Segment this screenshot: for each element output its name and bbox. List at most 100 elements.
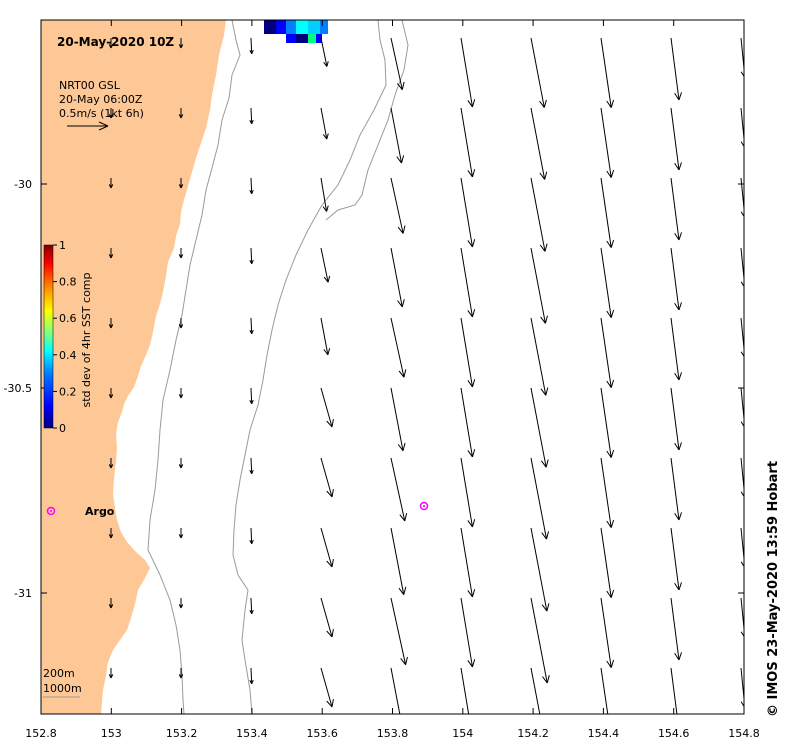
current-arrow: [249, 387, 254, 404]
current-arrow: [108, 318, 114, 329]
current-arrow: [390, 37, 405, 90]
current-arrow: [460, 527, 476, 598]
current-arrow: [670, 247, 682, 311]
current-arrow: [178, 248, 184, 259]
current-arrow: [530, 317, 549, 396]
x-tick-label: 154.6: [658, 727, 690, 740]
map-title: 20-May-2020 10Z: [57, 35, 174, 49]
current-arrow: [670, 177, 682, 241]
current-arrow: [390, 107, 405, 164]
current-arrow: [178, 528, 184, 539]
current-arrow: [178, 598, 184, 609]
current-arrow: [320, 527, 334, 568]
current-arrow: [108, 668, 114, 679]
argo-marker-coast[interactable]: [46, 506, 56, 516]
current-arrow: [320, 177, 329, 212]
current-arrow: [249, 527, 254, 544]
contour-outer: [325, 20, 409, 221]
current-arrow: [530, 667, 541, 714]
x-tick-label: 153.6: [306, 727, 338, 740]
current-arrow: [460, 597, 476, 668]
current-arrow: [530, 37, 547, 108]
current-arrow: [108, 248, 114, 259]
current-arrow: [530, 387, 549, 468]
x-tick-label: 154.2: [517, 727, 549, 740]
current-arrow: [460, 387, 476, 458]
current-arrow: [670, 37, 682, 101]
current-arrow: [108, 528, 114, 539]
x-tick-label: 154.4: [588, 727, 620, 740]
depth-legend-1000m: 1000m: [43, 682, 82, 695]
current-arrow: [670, 527, 682, 591]
current-arrow: [670, 387, 682, 451]
current-arrow: [178, 318, 184, 329]
x-tick-label: 154.8: [728, 727, 760, 740]
argo-label: Argo: [85, 505, 115, 518]
land-mass: [41, 20, 226, 714]
legend-line-2: 20-May 06:00Z: [59, 93, 143, 106]
current-arrow: [740, 597, 744, 638]
imos-credit: © IMOS 23-May-2020 13:59 Hobart: [766, 461, 781, 717]
current-arrow: [740, 37, 744, 78]
current-arrow: [390, 667, 401, 714]
current-arrow: [600, 247, 615, 318]
current-arrow: [178, 38, 184, 49]
current-arrow: [390, 317, 407, 378]
current-arrow: [178, 668, 184, 679]
current-arrow: [390, 177, 406, 234]
current-arrow: [320, 317, 331, 356]
current-arrow: [530, 527, 550, 612]
current-arrow: [108, 458, 114, 469]
y-tick-label: -30: [14, 178, 32, 191]
legend-line-3: 0.5m/s (1kt 6h): [59, 107, 144, 120]
x-tick-label: 153.2: [166, 727, 198, 740]
current-arrow: [740, 667, 744, 708]
y-axis: -30 -30.5 -31: [4, 178, 744, 600]
current-arrow: [249, 37, 254, 54]
current-arrow: [390, 247, 405, 308]
colorbar: 1 0.8 0.6 0.4 0.2 0 std dev of 4hr SST comp: [43, 239, 93, 435]
current-arrow: [108, 178, 114, 189]
current-arrow: [460, 177, 476, 248]
current-arrow: [249, 177, 254, 194]
colorbar-tick-label: 0.8: [59, 276, 77, 289]
argo-marker-offshore[interactable]: [419, 501, 429, 511]
current-arrow: [740, 107, 744, 148]
depth-legend-200m: 200m: [43, 667, 75, 680]
legend-line-1: NRT00 GSL: [59, 79, 121, 92]
sst-patch: [264, 20, 328, 43]
current-arrow: [249, 317, 254, 334]
scale-arrow: [67, 121, 109, 131]
current-arrow: [390, 527, 407, 595]
x-tick-label: 153.8: [377, 727, 409, 740]
colorbar-tick-label: 0.2: [59, 385, 77, 398]
current-arrow: [320, 387, 334, 428]
current-arrow: [600, 387, 615, 458]
colorbar-ramp: [43, 244, 54, 429]
x-tick-label: 153.4: [236, 727, 268, 740]
x-tick-label: 153: [101, 727, 122, 740]
current-arrow: [320, 597, 334, 638]
current-arrow: [249, 247, 254, 264]
current-arrow: [670, 457, 682, 521]
current-vectors: [108, 37, 744, 714]
current-arrow: [530, 177, 548, 252]
colorbar-label: std dev of 4hr SST comp: [80, 272, 93, 407]
current-arrow: [460, 107, 476, 178]
current-arrow: [320, 247, 331, 283]
current-arrow: [530, 247, 548, 324]
current-arrow: [390, 457, 408, 522]
current-arrow: [249, 107, 254, 124]
contour-200m: [147, 20, 241, 714]
current-arrow: [320, 37, 329, 67]
x-axis: 152.8 153 153.2 153.4 153.6 153.8 154 154.2 154.…: [25, 20, 760, 740]
current-arrow: [108, 108, 114, 119]
current-arrow: [460, 317, 476, 388]
current-arrow: [740, 317, 744, 358]
current-arrow: [740, 387, 744, 428]
current-arrow: [600, 667, 609, 714]
current-arrow: [460, 667, 470, 714]
current-arrow: [108, 388, 114, 399]
current-arrow: [600, 527, 615, 598]
